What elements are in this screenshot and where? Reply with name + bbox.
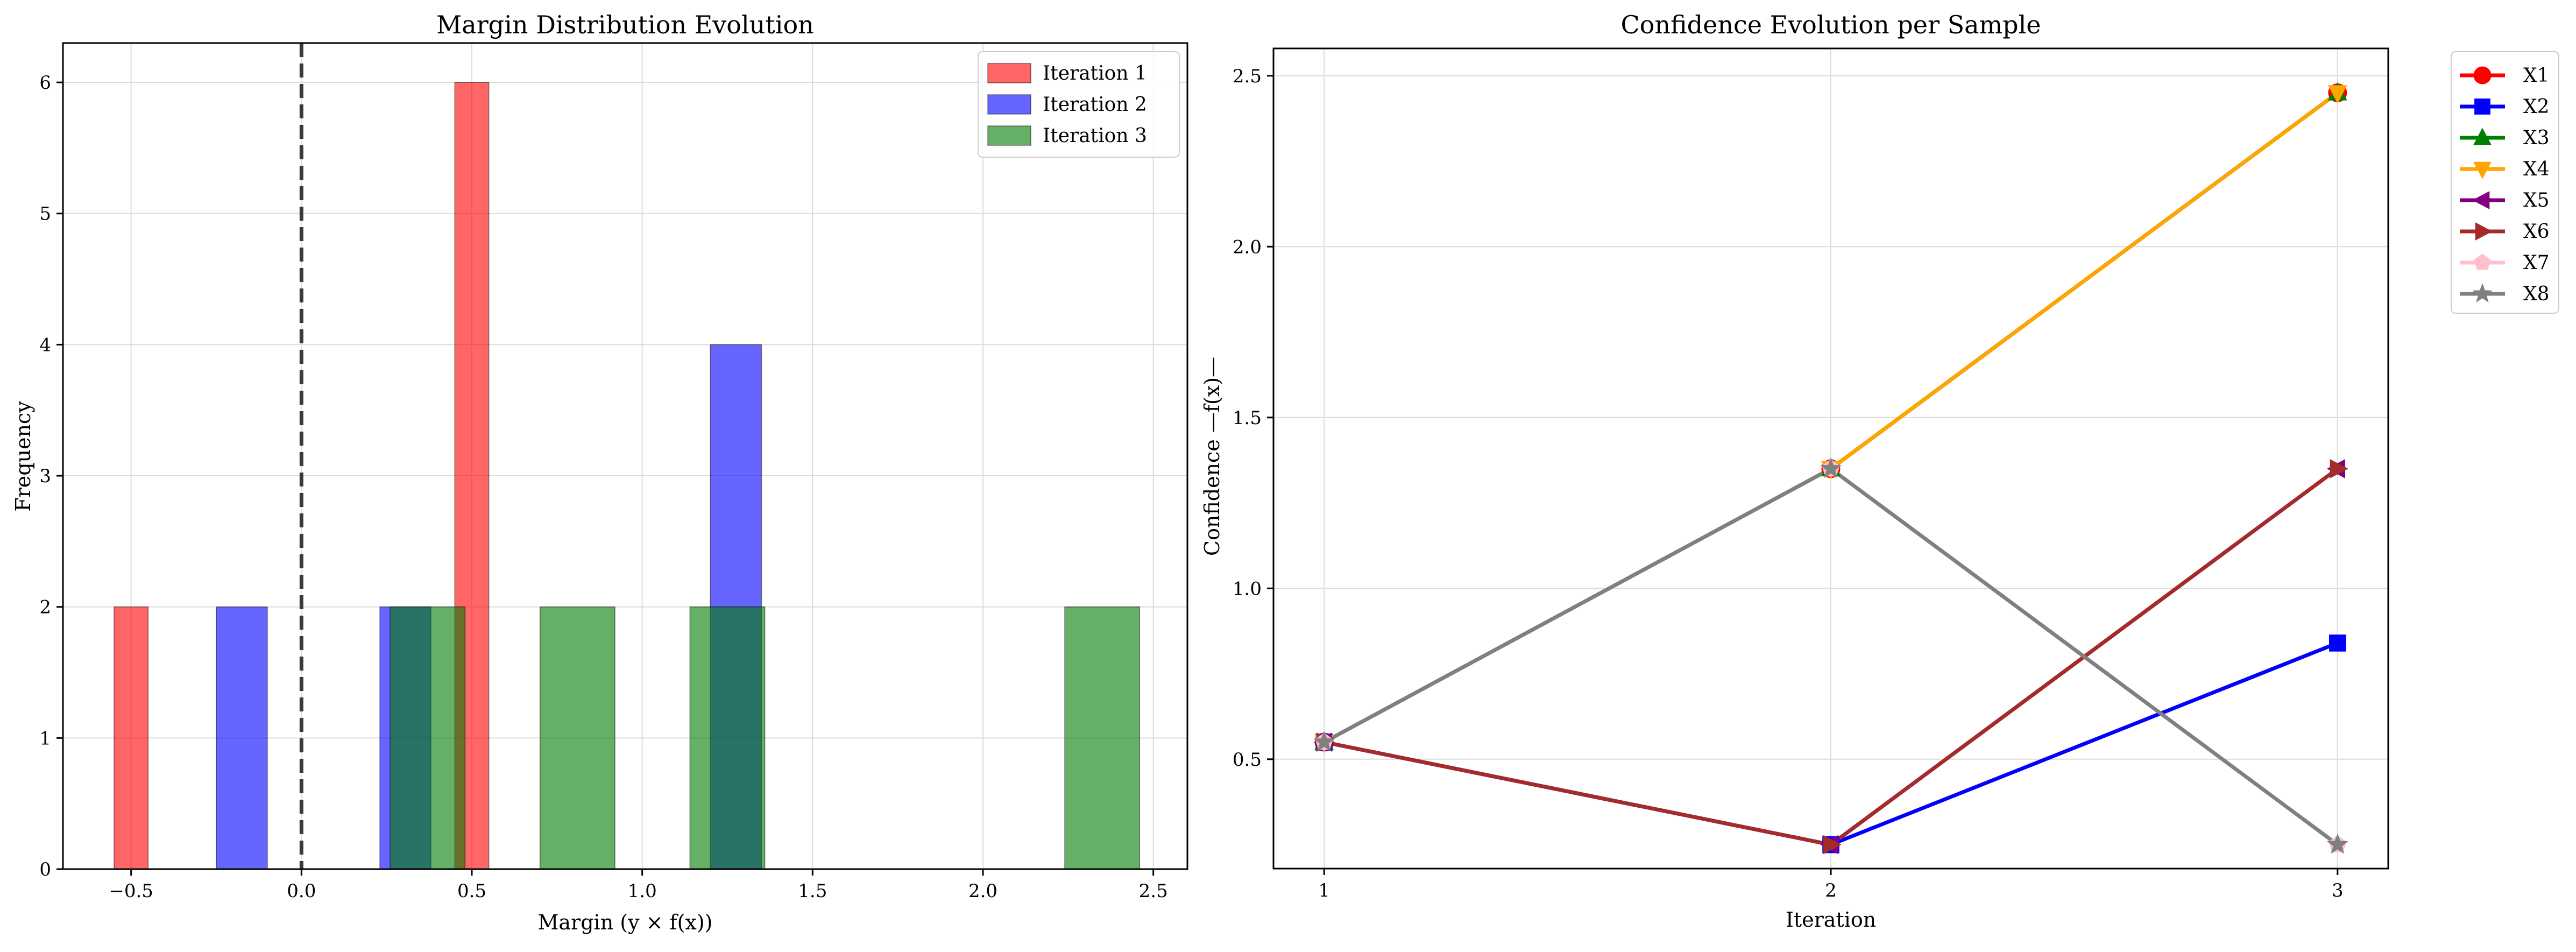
chart1-bar-series2-1 bbox=[216, 606, 268, 870]
chart1-title: Margin Distribution Evolution bbox=[436, 10, 814, 39]
chart2-y-tick-label: 2.5 bbox=[1233, 66, 1262, 87]
chart2-x-tick-label: 2 bbox=[1825, 880, 1837, 901]
chart2-legend: X1 X2 X3 X4 X5 X6 X7 X8 bbox=[2451, 51, 2559, 314]
chart1-bar-series3-2 bbox=[539, 606, 615, 870]
chart2-y-tick-label: 0.5 bbox=[1233, 749, 1262, 771]
chart1-x-ticks: −0.5 0.0 0.5 1.0 1.5 2.0 2.5 bbox=[109, 869, 1168, 902]
chart1-legend-swatch bbox=[987, 94, 1031, 115]
chart2-legend-items: X1 X2 X3 X4 X5 X6 X7 X8 bbox=[2460, 65, 2550, 305]
chart2-legend-label: X2 bbox=[2523, 96, 2550, 118]
chart2-y-axis-label: Confidence —f(x)— bbox=[1200, 357, 1224, 556]
chart2-x-axis-label: Iteration bbox=[1786, 908, 1876, 932]
chart1-y-tick-label: 1 bbox=[39, 728, 51, 749]
chart1-legend-swatch bbox=[987, 63, 1031, 83]
chart1-bars bbox=[114, 82, 1141, 870]
chart2-legend-label: X6 bbox=[2523, 221, 2550, 243]
chart2-x-tick-label: 1 bbox=[1318, 880, 1330, 901]
chart2-marker-x4 bbox=[2327, 85, 2347, 104]
chart1-y-tick-label: 5 bbox=[39, 203, 51, 225]
chart1-legend-swatch bbox=[987, 125, 1031, 146]
chart2-legend-marker bbox=[2473, 161, 2492, 179]
chart2-legend-marker bbox=[2473, 128, 2492, 145]
chart1-x-tick-label: 1.5 bbox=[798, 880, 827, 902]
chart1-y-tick-label: 6 bbox=[39, 72, 51, 94]
chart2-y-tick-label: 1.0 bbox=[1233, 578, 1262, 600]
chart2-x-ticks: 1 2 3 bbox=[1318, 869, 2344, 901]
chart2-marker-x2 bbox=[2329, 634, 2346, 652]
chart1-y-axis-label: Frequency bbox=[11, 401, 35, 512]
chart2-legend-marker bbox=[2472, 283, 2493, 303]
confidence-line-chart: Confidence Evolution per Sample 1 2 3 0.5 1… bbox=[1200, 10, 2559, 932]
chart1-y-tick-label: 3 bbox=[39, 466, 51, 487]
chart2-y-tick-label: 1.5 bbox=[1233, 407, 1262, 429]
chart1-axes-frame bbox=[62, 42, 1188, 870]
chart1-bar-series3-4 bbox=[1064, 606, 1141, 870]
chart1-x-tick-label: 2.5 bbox=[1139, 880, 1168, 902]
chart2-gridlines bbox=[1273, 48, 2388, 869]
chart1-legend-label: Iteration 2 bbox=[1043, 94, 1147, 116]
chart2-marker-x6 bbox=[2330, 459, 2348, 478]
chart1-legend-label: Iteration 3 bbox=[1043, 125, 1147, 147]
chart2-marker-x6 bbox=[1823, 835, 1842, 855]
chart1-legend-label: Iteration 1 bbox=[1043, 62, 1147, 84]
chart2-legend-marker bbox=[2474, 98, 2490, 115]
chart1-legend: Iteration 1 Iteration 2 Iteration 3 bbox=[978, 51, 1180, 158]
chart2-title: Confidence Evolution per Sample bbox=[1620, 10, 2041, 39]
chart1-y-tick-label: 0 bbox=[39, 859, 51, 880]
chart2-legend-marker bbox=[2475, 222, 2493, 241]
chart2-legend-label: X3 bbox=[2523, 127, 2550, 149]
chart2-legend-label: X4 bbox=[2523, 158, 2550, 180]
chart1-x-tick-label: 0.5 bbox=[457, 880, 486, 902]
chart2-legend-box bbox=[2451, 51, 2559, 314]
chart1-x-tick-label: −0.5 bbox=[109, 880, 153, 902]
chart1-bar-series3-3 bbox=[689, 606, 766, 870]
chart2-series-markers bbox=[1313, 82, 2348, 855]
chart2-legend-label: X8 bbox=[2523, 283, 2550, 305]
chart2-legend-label: X7 bbox=[2523, 252, 2550, 274]
chart2-y-ticks: 0.5 1.0 1.5 2.0 2.5 bbox=[1233, 66, 1273, 771]
chart2-y-tick-label: 2.0 bbox=[1233, 236, 1262, 258]
chart1-x-axis-label: Margin (y × f(x)) bbox=[537, 911, 712, 934]
chart2-marker-x8 bbox=[1820, 457, 1842, 478]
chart2-legend-marker bbox=[2473, 66, 2492, 84]
chart1-y-tick-label: 2 bbox=[39, 597, 51, 618]
chart1-x-tick-label: 2.0 bbox=[968, 880, 997, 902]
chart2-legend-label: X5 bbox=[2523, 189, 2550, 211]
chart2-marker-x8 bbox=[1313, 731, 1335, 752]
chart2-marker-x8 bbox=[2326, 833, 2348, 854]
chart2-legend-label: X1 bbox=[2523, 65, 2550, 87]
chart1-bar-series1-1 bbox=[114, 606, 149, 870]
chart1-x-tick-label: 0.0 bbox=[287, 880, 316, 902]
chart2-legend-marker bbox=[2472, 191, 2490, 209]
chart1-y-tick-label: 4 bbox=[39, 334, 51, 356]
margin-histogram-chart: Margin Distribution Evolution −0.5 0.0 0.5… bbox=[11, 10, 1188, 934]
chart1-legend-items: Iteration 1 Iteration 2 Iteration 3 bbox=[987, 62, 1147, 147]
chart1-y-ticks: 0 1 2 3 4 5 6 bbox=[39, 72, 63, 880]
chart2-x-tick-label: 3 bbox=[2332, 880, 2344, 901]
chart2-legend-marker bbox=[2474, 253, 2491, 270]
chart1-x-tick-label: 1.0 bbox=[628, 880, 657, 902]
chart1-bar-series3-1 bbox=[390, 606, 466, 870]
